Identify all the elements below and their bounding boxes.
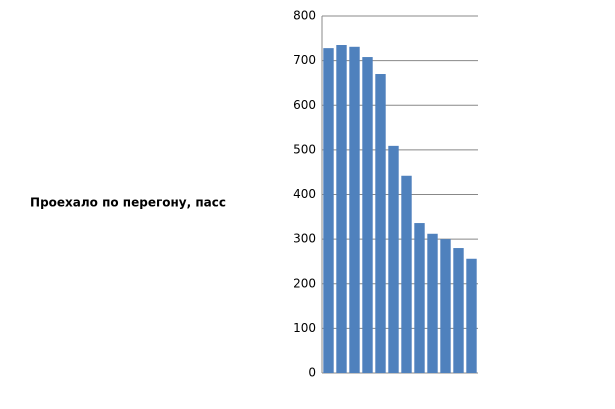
- bar: [336, 45, 347, 373]
- bar: [401, 175, 412, 373]
- y-tick-label: 400: [293, 187, 316, 201]
- y-axis-label: Проехало по перегону, пасс: [30, 196, 226, 210]
- bar: [466, 258, 477, 373]
- y-tick-label: 0: [308, 366, 316, 380]
- y-tick-label: 100: [293, 321, 316, 335]
- y-tick-label: 500: [293, 142, 316, 156]
- y-tick-label: 600: [293, 98, 316, 112]
- y-tick-label: 200: [293, 276, 316, 290]
- bar: [453, 248, 464, 373]
- y-tick-label: 700: [293, 53, 316, 67]
- bar: [414, 223, 425, 373]
- bar: [388, 145, 399, 373]
- bar: [375, 74, 386, 373]
- bar: [440, 239, 451, 373]
- bar: [427, 233, 438, 373]
- bar: [349, 46, 360, 373]
- y-tick-label: 800: [293, 9, 316, 23]
- y-tick-label: 300: [293, 232, 316, 246]
- bar: [323, 48, 334, 373]
- bar: [362, 57, 373, 374]
